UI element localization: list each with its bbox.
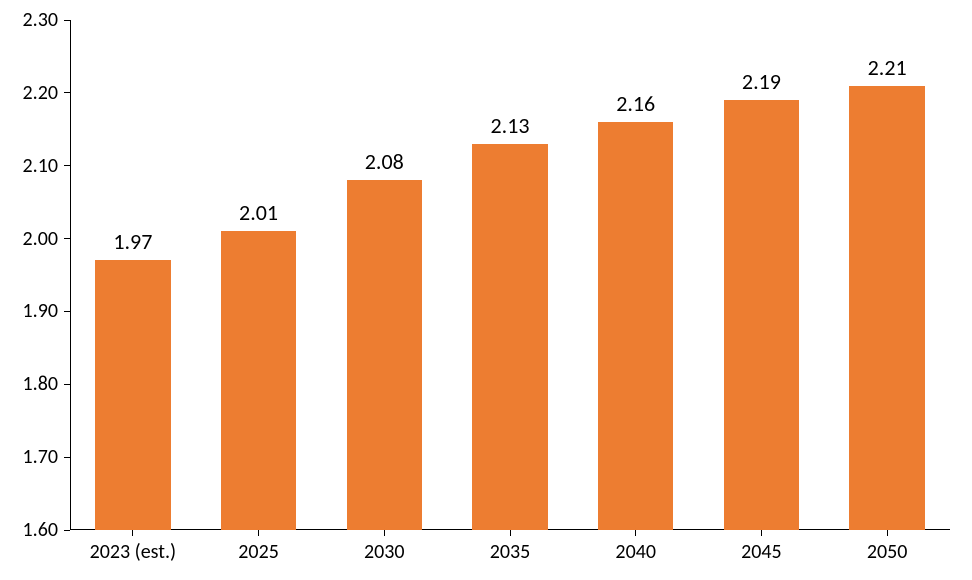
x-tick-label: 2035 — [490, 540, 531, 564]
x-tick-mark — [761, 530, 762, 536]
x-tick-label: 2050 — [867, 540, 908, 564]
y-tick-mark — [64, 92, 70, 93]
bar-value-label: 2.21 — [868, 54, 907, 81]
x-tick-mark — [132, 530, 133, 536]
bar — [95, 260, 170, 530]
y-tick-label: 1.60 — [0, 518, 58, 542]
bar — [221, 231, 296, 530]
x-tick-label: 2045 — [741, 540, 782, 564]
x-tick-label: 2030 — [364, 540, 405, 564]
bar-value-label: 1.97 — [113, 228, 152, 255]
bar-value-label: 2.08 — [365, 148, 404, 175]
plot-area: 1.601.701.801.902.002.102.202.302023 (es… — [70, 20, 950, 530]
x-tick-mark — [887, 530, 888, 536]
bar — [849, 86, 924, 530]
y-tick-label: 2.00 — [0, 227, 58, 251]
x-tick-label: 2025 — [238, 540, 279, 564]
y-tick-mark — [64, 238, 70, 239]
y-axis — [70, 20, 71, 530]
x-tick-mark — [384, 530, 385, 536]
bar — [724, 100, 799, 530]
bar-chart: 1.60 1.70 1.80 1.90 2.00 2.10 2.20 2.30 2023 (es… — [0, 0, 972, 580]
bar — [347, 180, 422, 530]
bar-value-label: 2.19 — [742, 68, 781, 95]
bar-value-label: 2.16 — [616, 90, 655, 117]
y-tick-label: 1.70 — [0, 445, 58, 469]
x-tick-mark — [510, 530, 511, 536]
bar-value-label: 2.13 — [490, 112, 529, 139]
bar — [598, 122, 673, 530]
x-tick-mark — [258, 530, 259, 536]
bar-value-label: 2.01 — [239, 199, 278, 226]
x-tick-label: 2040 — [615, 540, 656, 564]
y-tick-label: 1.80 — [0, 372, 58, 396]
y-tick-label: 2.20 — [0, 81, 58, 105]
y-tick-label: 2.10 — [0, 154, 58, 178]
y-tick-mark — [64, 311, 70, 312]
y-tick-mark — [64, 20, 70, 21]
x-tick-label: 2023 (est.) — [90, 540, 177, 564]
y-tick-mark — [64, 457, 70, 458]
y-tick-mark — [64, 384, 70, 385]
y-tick-label: 1.90 — [0, 299, 58, 323]
y-tick-mark — [64, 530, 70, 531]
y-tick-label: 2.30 — [0, 8, 58, 32]
y-tick-mark — [64, 165, 70, 166]
x-tick-mark — [635, 530, 636, 536]
bar — [472, 144, 547, 530]
